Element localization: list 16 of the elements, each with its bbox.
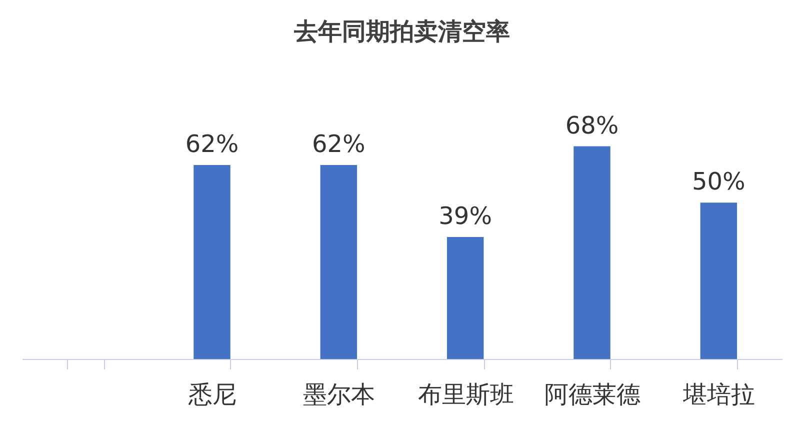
data-label: 39% bbox=[438, 202, 492, 230]
x-tick-label: 墨尔本 bbox=[303, 380, 376, 408]
bar bbox=[574, 146, 610, 359]
data-label: 62% bbox=[185, 130, 239, 158]
x-tick-label: 布里斯班 bbox=[418, 380, 514, 408]
data-label: 62% bbox=[312, 130, 366, 158]
bar bbox=[194, 165, 230, 359]
x-tick-label: 堪培拉 bbox=[682, 380, 756, 408]
data-label: 50% bbox=[692, 168, 746, 196]
data-label: 68% bbox=[565, 111, 619, 140]
chart-title: 去年同期拍卖清空率 bbox=[293, 17, 510, 46]
bar bbox=[320, 165, 358, 359]
x-tick-label: 阿德莱德 bbox=[544, 380, 640, 408]
bar bbox=[446, 236, 484, 359]
bar bbox=[700, 202, 738, 359]
x-tick-label: 悉尼 bbox=[188, 380, 236, 408]
